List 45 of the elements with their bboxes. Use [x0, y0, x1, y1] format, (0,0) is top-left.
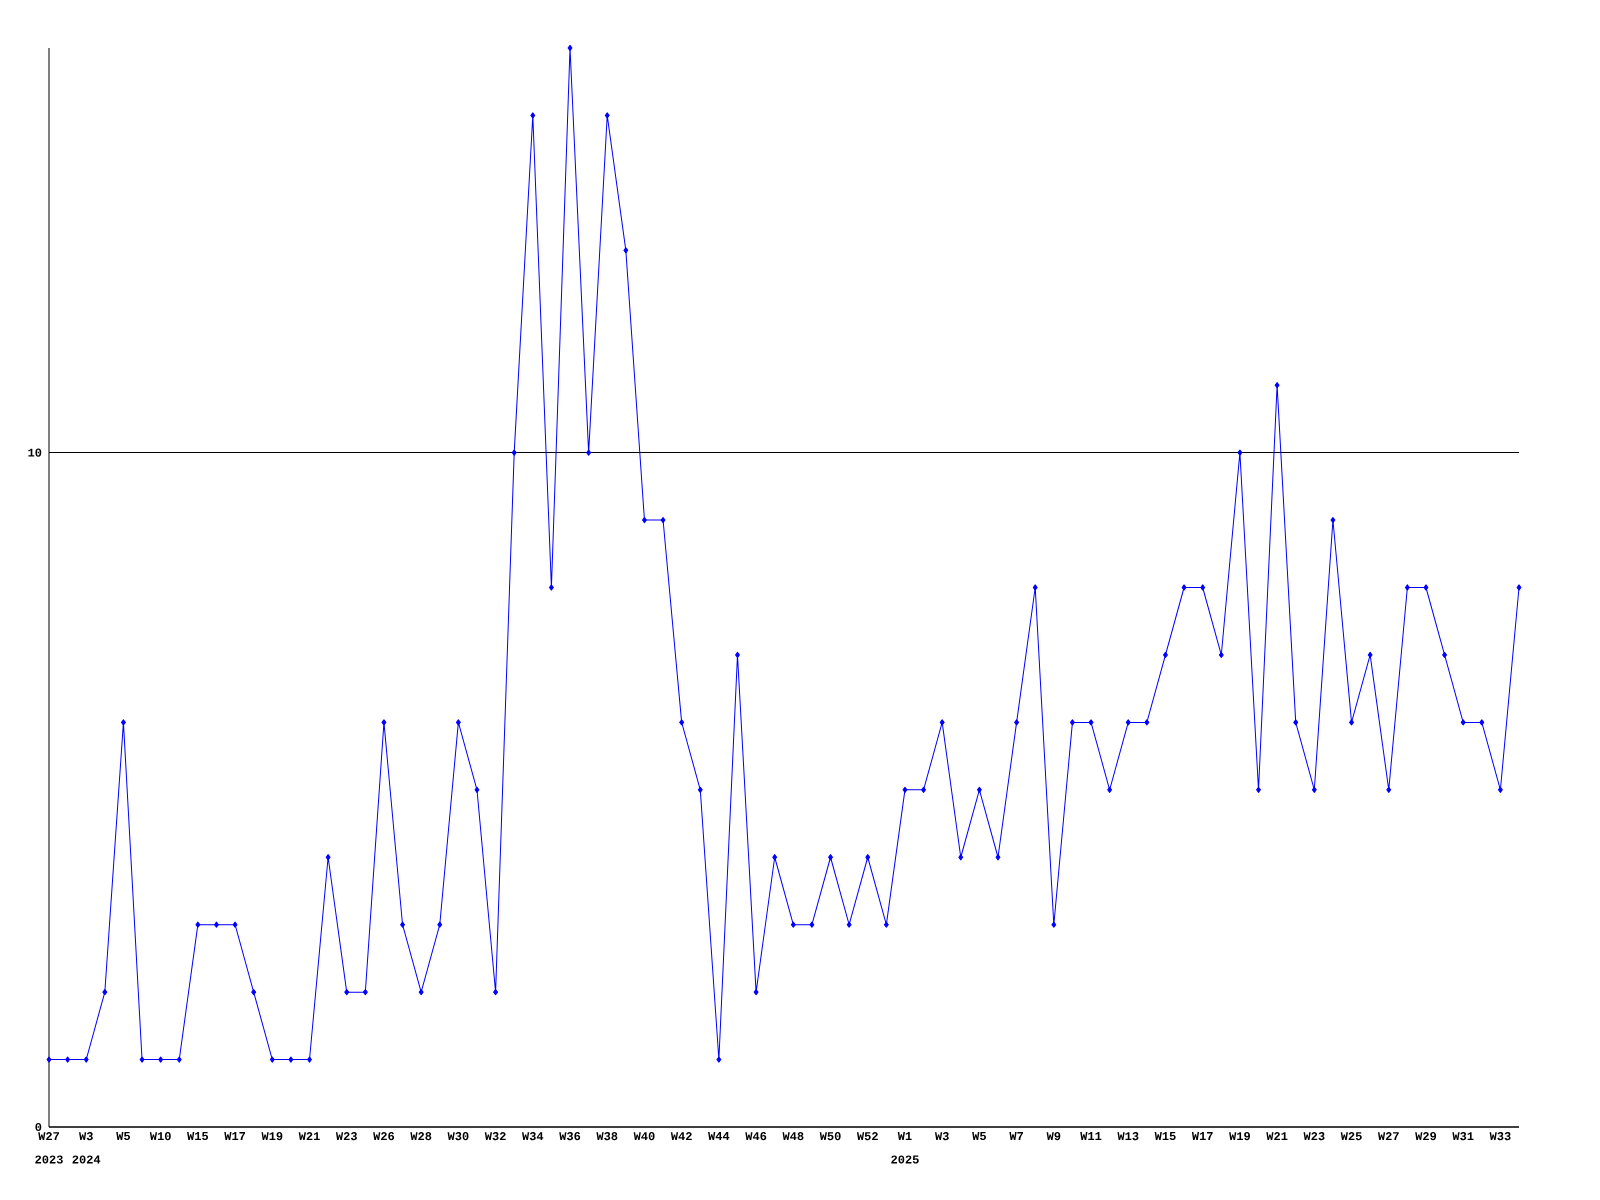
x-tick-label: W29 — [1415, 1132, 1437, 1141]
y-tick-label: 10 — [28, 448, 42, 457]
x-tick-label: W15 — [187, 1132, 209, 1141]
x-tick-label: W25 — [1340, 1132, 1362, 1141]
x-tick-label: W7 — [1009, 1132, 1023, 1140]
x-tick-label: W40 — [633, 1132, 655, 1141]
x-tick-label: W9 — [1046, 1132, 1061, 1141]
x-tick-label: W5 — [972, 1132, 986, 1141]
x-tick-label: W17 — [224, 1132, 246, 1140]
x-tick-label: W3 — [934, 1132, 949, 1141]
x-tick-label: W26 — [373, 1132, 395, 1141]
x-tick-label: W19 — [1229, 1132, 1250, 1141]
x-tick-label: W38 — [596, 1132, 618, 1141]
x-tick-label: W21 — [298, 1132, 320, 1141]
x-tick-label: W13 — [1117, 1132, 1139, 1141]
x-tick-label: W32 — [484, 1132, 506, 1141]
text: 2023 — [35, 1155, 63, 1164]
x-tick-label: W28 — [410, 1132, 432, 1141]
x-tick-label: W34 — [522, 1132, 544, 1141]
x-tick-label: W17 — [1191, 1132, 1213, 1140]
x-tick-label: W21 — [1266, 1132, 1288, 1141]
x-tick-label: W1 — [897, 1132, 912, 1140]
x-tick-label: W27 — [1377, 1132, 1399, 1141]
x-tick-label: W44 — [708, 1132, 730, 1140]
x-tick-label: W48 — [782, 1132, 804, 1141]
x-tick-label: W19 — [261, 1132, 283, 1141]
x-tick-label: W5 — [116, 1132, 131, 1141]
x-tick-label: W23 — [1303, 1132, 1325, 1141]
x-tick-label: W23 — [335, 1132, 357, 1141]
x-tick-label: W10 — [149, 1132, 171, 1141]
y-tick-label: 0 — [35, 1122, 42, 1132]
x-tick-label: W52 — [856, 1132, 878, 1141]
x-tick-label: W27 — [38, 1132, 59, 1141]
x-tick-label: W15 — [1154, 1132, 1176, 1141]
x-tick-label: W50 — [819, 1132, 841, 1141]
x-tick-label: W36 — [559, 1132, 581, 1141]
x-tick-label: W30 — [447, 1132, 469, 1141]
x-tick-label: W31 — [1452, 1132, 1474, 1141]
x-tick-label: W3 — [79, 1132, 93, 1141]
x-tick-label: W11 — [1080, 1132, 1102, 1140]
text: 2024 — [72, 1155, 101, 1164]
x-tick-label: W42 — [670, 1132, 692, 1141]
text: 2025 — [891, 1155, 919, 1164]
x-tick-label: W46 — [745, 1132, 767, 1141]
x-tick-label: W33 — [1489, 1132, 1511, 1141]
